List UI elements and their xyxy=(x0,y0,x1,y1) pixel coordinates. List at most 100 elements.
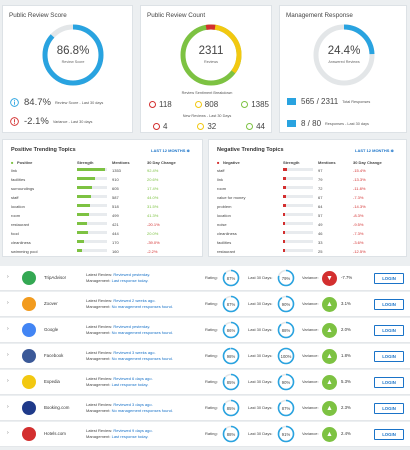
col-topic: Negative xyxy=(223,160,240,165)
happy-face-icon xyxy=(241,101,249,108)
mentions-value: 25 xyxy=(318,249,323,254)
strength-bar xyxy=(77,213,89,216)
source-row[interactable]: › TripAdvisor Latest Review: Reviewed yest… xyxy=(0,266,410,291)
topic-row: food 444 20.0% xyxy=(11,231,199,237)
mentions-value: 33 xyxy=(318,240,323,245)
last30-value: 100% xyxy=(280,353,292,359)
last30-ring: 87% xyxy=(277,399,295,417)
last30-label: Last 30 Days: xyxy=(248,301,273,306)
latest-review-label: Latest Review: xyxy=(86,376,113,381)
topic-name: link xyxy=(11,168,18,173)
positive-trending-card: Positive Trending Topics LAST 12 MONTHS … xyxy=(2,139,203,257)
source-review-info: Latest Review: Reviewed yesterday. Manage… xyxy=(86,324,173,336)
arrow-up-icon: ▲ xyxy=(322,349,337,364)
latest-review-link[interactable]: Reviewed 3 days ago. xyxy=(113,402,153,407)
rating-ring: 86% xyxy=(222,321,240,339)
change-value: -20.1% xyxy=(147,222,160,227)
change-value: -15.4% xyxy=(353,168,366,173)
strength-bar xyxy=(77,186,92,189)
topic-row: surroundings 605 17.4% xyxy=(11,186,199,192)
topic-row: link 1353 92.4% xyxy=(11,168,199,174)
management-link[interactable]: No management responses found. xyxy=(111,329,173,335)
source-review-info: Latest Review: Reviewed 9 days ago. Manag… xyxy=(86,428,153,440)
topic-name: staff xyxy=(11,195,19,200)
login-button[interactable]: LOGIN xyxy=(374,299,404,310)
positive-trending-title: Positive Trending Topics xyxy=(11,147,76,153)
topic-row: location 57 -8.3% xyxy=(217,213,403,219)
strength-bar xyxy=(77,231,88,234)
arrow-up-icon: ▲ xyxy=(322,375,337,390)
source-row[interactable]: › Zoover Latest Review: Reviewed 2 weeks a… xyxy=(0,292,410,317)
management-link[interactable]: No management responses found. xyxy=(111,303,173,309)
sad-face-icon xyxy=(153,123,160,130)
source-row[interactable]: › Booking.com Latest Review: Reviewed 3 da… xyxy=(0,396,410,421)
mentions-value: 64 xyxy=(318,204,323,209)
source-row[interactable]: › Hotels.com Latest Review: Reviewed 9 day… xyxy=(0,422,410,447)
last30-ring: 91% xyxy=(277,425,295,443)
login-button[interactable]: LOGIN xyxy=(374,351,404,362)
strength-bar xyxy=(283,204,286,207)
change-value: -14.3% xyxy=(353,204,366,209)
expand-chevron-icon[interactable]: › xyxy=(7,352,9,358)
negative-dot-icon: ■ xyxy=(217,160,220,165)
mentions-value: 97 xyxy=(318,168,323,173)
management-link[interactable]: Last response today. xyxy=(111,433,149,439)
strength-bar xyxy=(77,249,83,252)
topic-row: cleanliness 46 -7.3% xyxy=(217,231,403,237)
login-button[interactable]: LOGIN xyxy=(374,403,404,414)
latest-review-link[interactable]: Reviewed 9 days ago. xyxy=(113,428,153,433)
latest-review-label: Latest Review: xyxy=(86,402,113,407)
login-button[interactable]: LOGIN xyxy=(374,325,404,336)
source-logo-icon xyxy=(22,323,36,337)
positive-period-link[interactable]: LAST 12 MONTHS ≑ xyxy=(151,148,190,153)
new-reviews-title: New Reviews - Last 30 Days xyxy=(182,114,232,118)
login-button[interactable]: LOGIN xyxy=(374,377,404,388)
latest-review-link[interactable]: Reviewed yesterday. xyxy=(113,272,151,277)
strength-bar-track xyxy=(283,222,313,225)
strength-bar xyxy=(77,240,84,243)
management-label: Management: xyxy=(86,407,111,413)
latest-review-link[interactable]: Reviewed 6 days ago. xyxy=(113,376,153,381)
management-link[interactable]: Last response today. xyxy=(111,277,149,283)
login-button[interactable]: LOGIN xyxy=(374,273,404,284)
change-value: -3.6% xyxy=(353,240,364,245)
topic-name: facilities xyxy=(217,240,232,245)
variance-label: Variance: xyxy=(302,327,319,332)
rating-ring: 98% xyxy=(222,347,240,365)
change-value: -2.2% xyxy=(147,249,158,254)
latest-review-link[interactable]: Reviewed 2 weeks ago. xyxy=(113,298,156,303)
expand-chevron-icon[interactable]: › xyxy=(7,300,9,306)
latest-review-link[interactable]: Reviewed yesterday. xyxy=(113,324,151,329)
source-row[interactable]: › Facebook Latest Review: Reviewed 3 weeks… xyxy=(0,344,410,369)
source-row[interactable]: › Google Latest Review: Reviewed yesterday… xyxy=(0,318,410,343)
management-link[interactable]: Last response today. xyxy=(111,381,149,387)
expand-chevron-icon[interactable]: › xyxy=(7,326,9,332)
topic-name: restaurant xyxy=(217,249,236,254)
expand-chevron-icon[interactable]: › xyxy=(7,430,9,436)
topic-name: noise xyxy=(217,222,227,227)
mentions-value: 46 xyxy=(318,231,323,236)
negative-period-link[interactable]: LAST 12 MONTHS ≑ xyxy=(355,148,394,153)
management-label: Management: xyxy=(86,303,111,309)
strength-bar-track xyxy=(283,240,313,243)
strength-bar-track xyxy=(77,249,107,252)
responses-30d-value: 8 / 80 xyxy=(301,119,322,128)
expand-chevron-icon[interactable]: › xyxy=(7,404,9,410)
variance-label: Variance: xyxy=(302,431,319,436)
expand-chevron-icon[interactable]: › xyxy=(7,274,9,280)
col-change: 30 Day Change xyxy=(353,160,382,165)
source-row[interactable]: › Expedia Latest Review: Reviewed 6 days a… xyxy=(0,370,410,395)
info-icon xyxy=(10,98,19,107)
review-score-card: Public Review Score 86.8% Review Score 8… xyxy=(2,5,133,133)
latest-review-link[interactable]: Reviewed 3 weeks ago. xyxy=(113,350,156,355)
management-link[interactable]: No management responses found. xyxy=(111,407,173,413)
strength-bar-track xyxy=(283,177,313,180)
rating-label: Rating: xyxy=(205,405,218,410)
change-value: 20.6% xyxy=(147,177,159,182)
topic-row: link 79 -13.3% xyxy=(217,177,403,183)
login-button[interactable]: LOGIN xyxy=(374,429,404,440)
management-link[interactable]: No management responses found. xyxy=(111,355,173,361)
expand-chevron-icon[interactable]: › xyxy=(7,378,9,384)
strength-bar-track xyxy=(283,231,313,234)
strength-bar xyxy=(283,186,286,189)
